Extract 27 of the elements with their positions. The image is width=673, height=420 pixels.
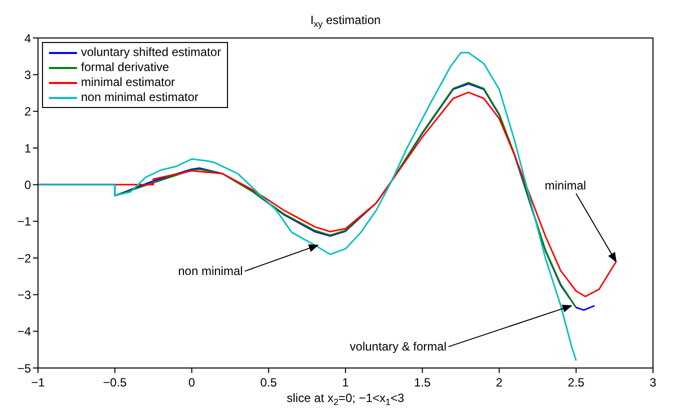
annotation: non minimal (178, 264, 243, 278)
x-tick-label: 0.5 (260, 376, 278, 390)
legend-label: non minimal estimator (81, 90, 198, 105)
y-tick-label: −2 (17, 251, 32, 266)
chart-title: I$_{xy}$ estimation (310, 13, 381, 29)
annotation: voluntary & formal (350, 340, 447, 354)
legend-label: minimal estimator (81, 75, 176, 90)
y-tick-label: 4 (24, 31, 32, 46)
x-tick-label: 1.5 (414, 376, 432, 390)
annotation: minimal (544, 178, 586, 193)
x-axis-title: slice at x$_{2}$=0; −1<x$_{1}$<3 (286, 391, 405, 407)
x-tick-label: 2.5 (568, 376, 585, 390)
legend-label: formal derivative (81, 60, 170, 75)
y-tick-label: −4 (17, 324, 32, 339)
y-tick-label: 0 (24, 178, 32, 192)
x-tick-label: 2 (496, 376, 503, 390)
x-tick-label: 1 (342, 376, 350, 390)
legend-label: voluntary shifted estimator (81, 45, 222, 60)
y-tick-label: −3 (17, 288, 32, 302)
y-tick-label: 2 (24, 104, 32, 119)
y-tick-label: −1 (17, 214, 32, 229)
x-tick-label: 0 (188, 376, 196, 390)
y-tick-label: −5 (17, 361, 32, 376)
x-tick-label: 3 (650, 376, 657, 390)
y-tick-label: 1 (24, 141, 32, 156)
y-tick-label: 3 (24, 68, 32, 82)
x-tick-label: −0.5 (103, 376, 128, 390)
